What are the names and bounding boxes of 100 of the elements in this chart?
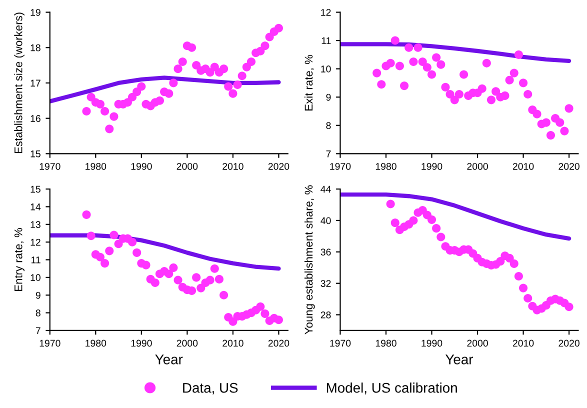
y-tick-label: 7 — [326, 150, 331, 158]
x-tick-label: 2000 — [467, 340, 488, 347]
point — [560, 126, 569, 136]
y-tick-label: 9 — [326, 94, 331, 101]
point — [432, 53, 441, 62]
point — [432, 224, 441, 233]
point — [524, 294, 532, 303]
point — [128, 92, 137, 102]
y-tick-label: 12 — [30, 238, 40, 246]
point — [155, 96, 164, 105]
y-tick-label: 8 — [36, 310, 40, 316]
x-tick-label: 1970 — [330, 162, 351, 170]
x-tick-label: 2010 — [222, 162, 244, 170]
point — [82, 106, 91, 116]
point — [441, 82, 450, 92]
y-axis-title: Establishment size (workers) — [14, 12, 24, 154]
point — [132, 248, 142, 257]
point — [524, 90, 532, 99]
point — [105, 246, 114, 256]
point — [518, 78, 528, 88]
x-tick-label: 2020 — [268, 340, 290, 347]
point — [556, 118, 564, 127]
point — [486, 96, 496, 104]
point — [372, 68, 382, 78]
point — [132, 88, 142, 96]
y-tick-label: 15 — [30, 150, 40, 158]
point — [220, 290, 228, 300]
point — [514, 50, 523, 59]
point — [510, 259, 518, 268]
point — [238, 72, 246, 80]
point — [518, 284, 528, 292]
point — [220, 64, 228, 74]
point — [546, 131, 556, 140]
y-axis-title: Exit rate, % — [304, 54, 314, 110]
x-tick-label: 2010 — [512, 162, 534, 170]
point — [450, 96, 459, 104]
point — [377, 80, 386, 89]
point — [164, 270, 174, 278]
point — [390, 218, 400, 228]
y-tick-label: 19 — [30, 8, 40, 16]
x-tick-label: 2020 — [558, 162, 580, 170]
legend-label: Model, US calibration — [326, 382, 457, 394]
point — [500, 91, 510, 100]
point — [386, 58, 395, 68]
point — [386, 200, 395, 208]
y-tick-label: 14 — [30, 204, 41, 210]
point — [174, 64, 182, 74]
legend-label: Data, US — [183, 382, 238, 394]
point — [100, 106, 110, 116]
x-tick-label: 1970 — [40, 340, 60, 347]
point — [142, 260, 150, 270]
point — [436, 60, 446, 69]
point — [564, 104, 574, 113]
y-tick-label: 10 — [30, 274, 40, 282]
point — [274, 24, 283, 32]
point — [246, 57, 256, 66]
point — [505, 76, 514, 84]
point — [128, 238, 137, 246]
point — [427, 215, 436, 224]
point — [224, 82, 233, 91]
point — [260, 309, 270, 318]
y-axis-title: Young establishment share, % — [304, 185, 315, 334]
point — [409, 57, 418, 66]
x-tick-label: 1990 — [422, 162, 442, 170]
point — [256, 302, 265, 311]
x-tick-label: 2000 — [467, 162, 488, 170]
y-tick-label: 13 — [30, 221, 40, 228]
point — [100, 259, 110, 268]
y-tick-label: 12 — [321, 8, 331, 16]
point — [96, 100, 105, 108]
point — [478, 84, 486, 93]
point — [86, 232, 96, 240]
x-tick-label: 2000 — [176, 162, 198, 170]
point — [105, 124, 114, 134]
point — [123, 98, 132, 107]
y-tick-label: 11 — [32, 256, 40, 264]
point — [110, 112, 118, 121]
point — [395, 62, 404, 70]
y-tick-label: 32 — [320, 280, 331, 287]
point — [446, 90, 454, 99]
point — [510, 68, 518, 78]
x-tick-label: 1980 — [86, 340, 106, 347]
point — [178, 57, 187, 66]
point — [427, 70, 436, 79]
point — [496, 257, 505, 266]
point — [460, 70, 468, 79]
x-axis-title: Year — [155, 354, 183, 364]
point — [174, 276, 182, 284]
point — [414, 43, 422, 52]
x-tick-label: 2000 — [176, 340, 198, 347]
point — [482, 58, 491, 68]
x-tick-label: 1980 — [376, 340, 396, 347]
point — [210, 264, 219, 273]
point — [233, 80, 242, 90]
point — [514, 272, 523, 281]
x-tick-label: 1990 — [131, 162, 152, 170]
x-tick-label: 1970 — [40, 162, 60, 170]
y-tick-label: 18 — [30, 44, 40, 52]
x-tick-label: 2010 — [222, 340, 244, 347]
point — [436, 232, 446, 242]
